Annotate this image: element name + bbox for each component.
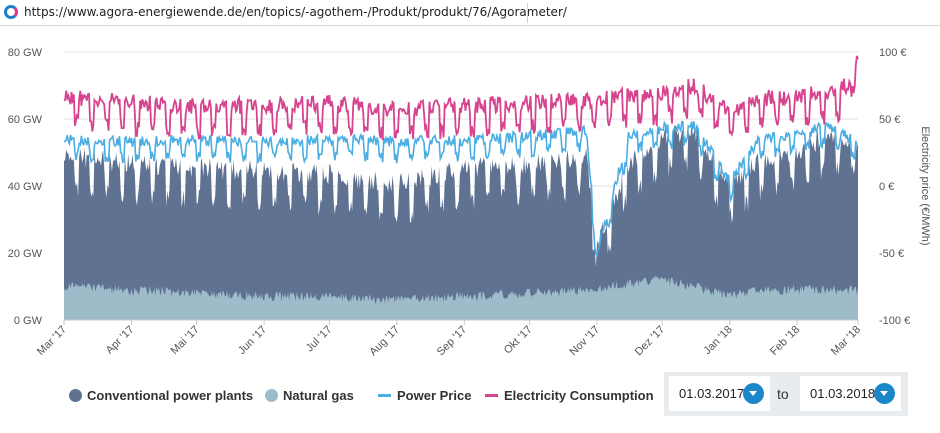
y-axis-label-right: Electricity price (€/MWh): [919, 126, 931, 245]
legend-swatch-natural-gas: [265, 389, 278, 402]
date-to-dropdown-icon[interactable]: [874, 383, 895, 404]
area-series: [64, 122, 858, 320]
y-tick-label-left: 0 GW: [14, 315, 43, 327]
address-bar-divider: [527, 3, 528, 23]
x-tick-label: Apr '17: [104, 324, 137, 357]
site-favicon-icon: [4, 5, 18, 19]
x-tick-label: Nov '17: [567, 324, 602, 359]
date-from-dropdown-icon[interactable]: [743, 383, 764, 404]
y-tick-label-right: 100 €: [879, 47, 907, 59]
date-range-to-label: to: [777, 386, 789, 402]
legend-swatch-consumption: [485, 394, 498, 397]
date-to-value: 01.03.2018: [810, 386, 876, 401]
series-line-power-price: [64, 120, 859, 258]
x-tick-label: Aug '17: [367, 324, 402, 359]
x-tick-label: Mar '18: [829, 324, 863, 358]
url-text[interactable]: https://www.agora-energiewende.de/en/top…: [24, 5, 567, 19]
legend-label: Power Price: [397, 388, 472, 403]
y-tick-label-left: 20 GW: [8, 248, 43, 260]
legend-label: Conventional power plants: [87, 388, 254, 403]
line-series: [63, 55, 859, 258]
legend-swatch-power-price: [378, 394, 391, 397]
address-bar[interactable]: https://www.agora-energiewende.de/en/top…: [0, 0, 940, 26]
series-area-natural-gas: [64, 275, 858, 320]
x-tick-label: Dez '17: [633, 324, 668, 359]
date-range-picker: 01.03.2017 to 01.03.2018: [664, 372, 908, 416]
legend-swatch-conventional: [69, 389, 82, 402]
y-tick-label-right: 50 €: [879, 114, 900, 126]
x-tick-label: Mar '17: [35, 324, 69, 358]
legend-label: Natural gas: [283, 388, 354, 403]
series-line-electricity-consumption: [63, 55, 859, 141]
legend-label: Electricity Consumption: [504, 388, 654, 403]
date-to-field[interactable]: 01.03.2018: [800, 376, 901, 411]
y-tick-label-left: 60 GW: [8, 114, 43, 126]
x-tick-label: Jun '17: [236, 324, 269, 357]
x-tick-label: Jul '17: [304, 324, 335, 355]
x-tick-label: Feb '18: [768, 324, 802, 358]
y-tick-label-right: -50 €: [879, 248, 904, 260]
agorameter-chart: 0 GW 20 GW 40 GW 60 GW 80 GW -100 € -50 € 0 € 50…: [8, 47, 931, 359]
date-from-value: 01.03.2017: [679, 386, 745, 401]
x-tick-label: Jan '18: [701, 324, 734, 357]
date-from-field[interactable]: 01.03.2017: [669, 376, 770, 411]
y-tick-label-left: 80 GW: [8, 47, 43, 59]
x-tick-label: Sep '17: [435, 324, 470, 359]
y-tick-label-right: 0 €: [879, 181, 894, 193]
y-tick-label-left: 40 GW: [8, 181, 43, 193]
x-tick-label: Mai '17: [168, 324, 201, 357]
x-tick-label: Okt '17: [502, 324, 535, 357]
y-tick-label-right: -100 €: [879, 315, 910, 327]
series-area-conventional-power-plants: [64, 122, 858, 320]
